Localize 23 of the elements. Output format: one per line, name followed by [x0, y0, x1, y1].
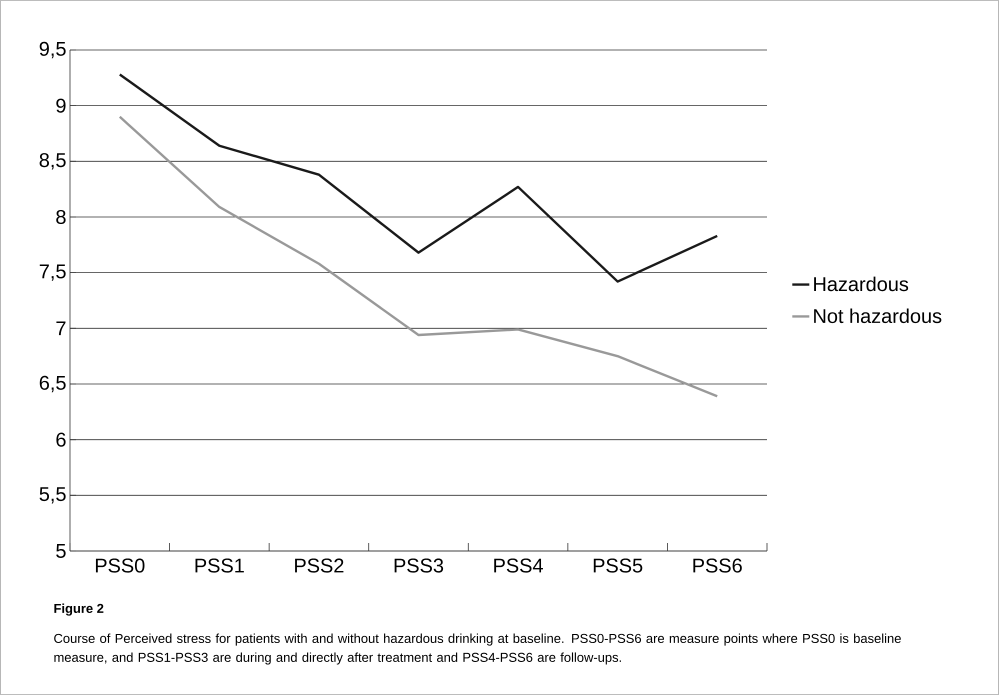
y-tick-label: 8	[56, 210, 66, 224]
legend-label: Not hazardous	[814, 308, 942, 324]
text: Course of Perceived stress for patients with and without hazardous drinking at baseline. PSS0-PSS6 are measure points where PSS0 is baseline measure, and PSS1-PSS3 are during and directly after treatment and PSS4-PSS6 are follow-ups.	[54, 634, 901, 665]
y-tick-label: 8,5	[40, 153, 66, 170]
x-tick-label: PSS2	[295, 558, 344, 573]
y-tick-label: 9,5	[40, 42, 66, 58]
x-tick-label: PSS4	[494, 558, 543, 573]
y-tick-label: 7	[56, 321, 66, 336]
line-series	[118, 116, 718, 398]
caption: Figure 2	[54, 604, 104, 616]
y-tick-label: 6	[56, 432, 66, 447]
x-tick-label: PSS1	[196, 558, 244, 573]
legend-label: Hazardous	[814, 276, 908, 292]
y-tick-label: 5,5	[40, 487, 66, 504]
y-tick-label: 6,5	[40, 376, 66, 392]
x-tick-label: PSS3	[394, 558, 444, 573]
x-tick-label: PSS5	[594, 558, 642, 573]
y-tick-label: 5	[56, 544, 66, 558]
x-tick-label: PSS0	[96, 558, 144, 573]
y-tick-label: 7,5	[40, 264, 66, 281]
line-series	[118, 73, 718, 283]
y-tick-label: 9	[56, 98, 66, 113]
x-tick-label: PSS6	[693, 558, 742, 573]
